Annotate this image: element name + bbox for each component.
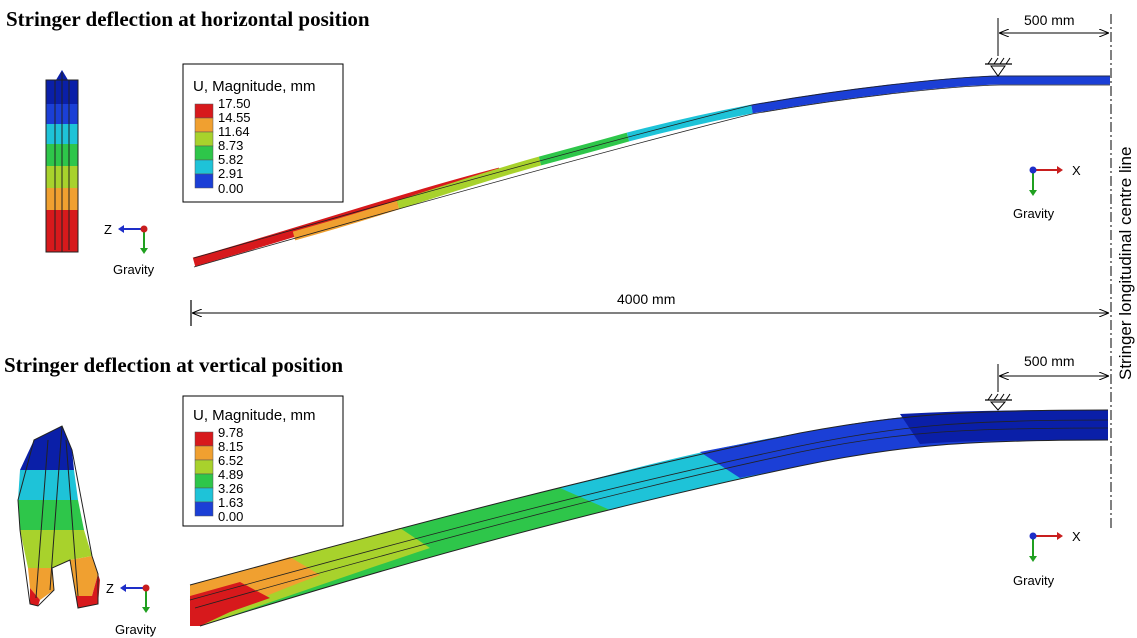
deflected-beam-vertical bbox=[189, 409, 1109, 627]
legend-value: 3.26 bbox=[218, 481, 243, 496]
legend-title-horizontal: U, Magnitude, mm bbox=[193, 78, 316, 95]
support-symbol-top bbox=[985, 57, 1012, 77]
legend-value: 4.89 bbox=[218, 467, 243, 482]
gravity-label-left-bottom: Gravity bbox=[115, 622, 157, 637]
gravity-label-right-bottom: Gravity bbox=[1013, 573, 1055, 588]
axis-triad-xy-bottom bbox=[1029, 532, 1063, 562]
dimension-support-bottom bbox=[997, 364, 1108, 392]
legend-value: 0.00 bbox=[218, 181, 243, 196]
legend-value: 2.91 bbox=[218, 166, 243, 181]
axis-triad-zy-bottom bbox=[120, 584, 150, 613]
legend-value: 17.50 bbox=[218, 96, 251, 111]
axis-triad-xy-top bbox=[1029, 166, 1063, 196]
legend-value: 9.78 bbox=[218, 425, 243, 440]
legend-value: 14.55 bbox=[218, 110, 251, 125]
legend-value: 5.82 bbox=[218, 152, 243, 167]
legend-value: 8.73 bbox=[218, 138, 243, 153]
deflected-beam-horizontal bbox=[192, 75, 1110, 268]
axis-z-label-bottom: Z bbox=[106, 581, 114, 596]
dimension-length bbox=[190, 300, 1108, 326]
legend-value: 6.52 bbox=[218, 453, 243, 468]
legend-value: 1.63 bbox=[218, 495, 243, 510]
legend-value: 8.15 bbox=[218, 439, 243, 454]
legend-value: 0.00 bbox=[218, 509, 243, 524]
legend-title-vertical: U, Magnitude, mm bbox=[193, 407, 316, 424]
axis-z-label-top: Z bbox=[104, 222, 112, 237]
dimension-label-support-bottom: 500 mm bbox=[1024, 353, 1075, 369]
dimension-label-support-top: 500 mm bbox=[1024, 12, 1075, 28]
legend-horizontal: U, Magnitude, mm 17.50 14.55 11.64 8.73 … bbox=[182, 63, 344, 203]
title-vertical: Stringer deflection at vertical position bbox=[4, 353, 343, 377]
cross-section-horizontal bbox=[45, 70, 79, 253]
dimension-support-top bbox=[997, 18, 1108, 56]
cross-section-vertical bbox=[17, 425, 100, 609]
axis-x-label-bottom: X bbox=[1072, 529, 1081, 544]
title-horizontal: Stringer deflection at horizontal positi… bbox=[6, 7, 370, 31]
legend-vertical: U, Magnitude, mm 9.78 8.15 6.52 4.89 3.2… bbox=[182, 395, 344, 527]
axis-x-label-top: X bbox=[1072, 163, 1081, 178]
gravity-label-left-top: Gravity bbox=[113, 262, 155, 277]
axis-triad-zy-top bbox=[118, 225, 148, 254]
centre-line-label: Stringer longitudinal centre line bbox=[1116, 147, 1135, 380]
legend-value: 11.64 bbox=[218, 124, 250, 139]
gravity-label-right-top: Gravity bbox=[1013, 206, 1055, 221]
dimension-label-length: 4000 mm bbox=[617, 291, 675, 307]
support-symbol-bottom bbox=[985, 393, 1012, 411]
